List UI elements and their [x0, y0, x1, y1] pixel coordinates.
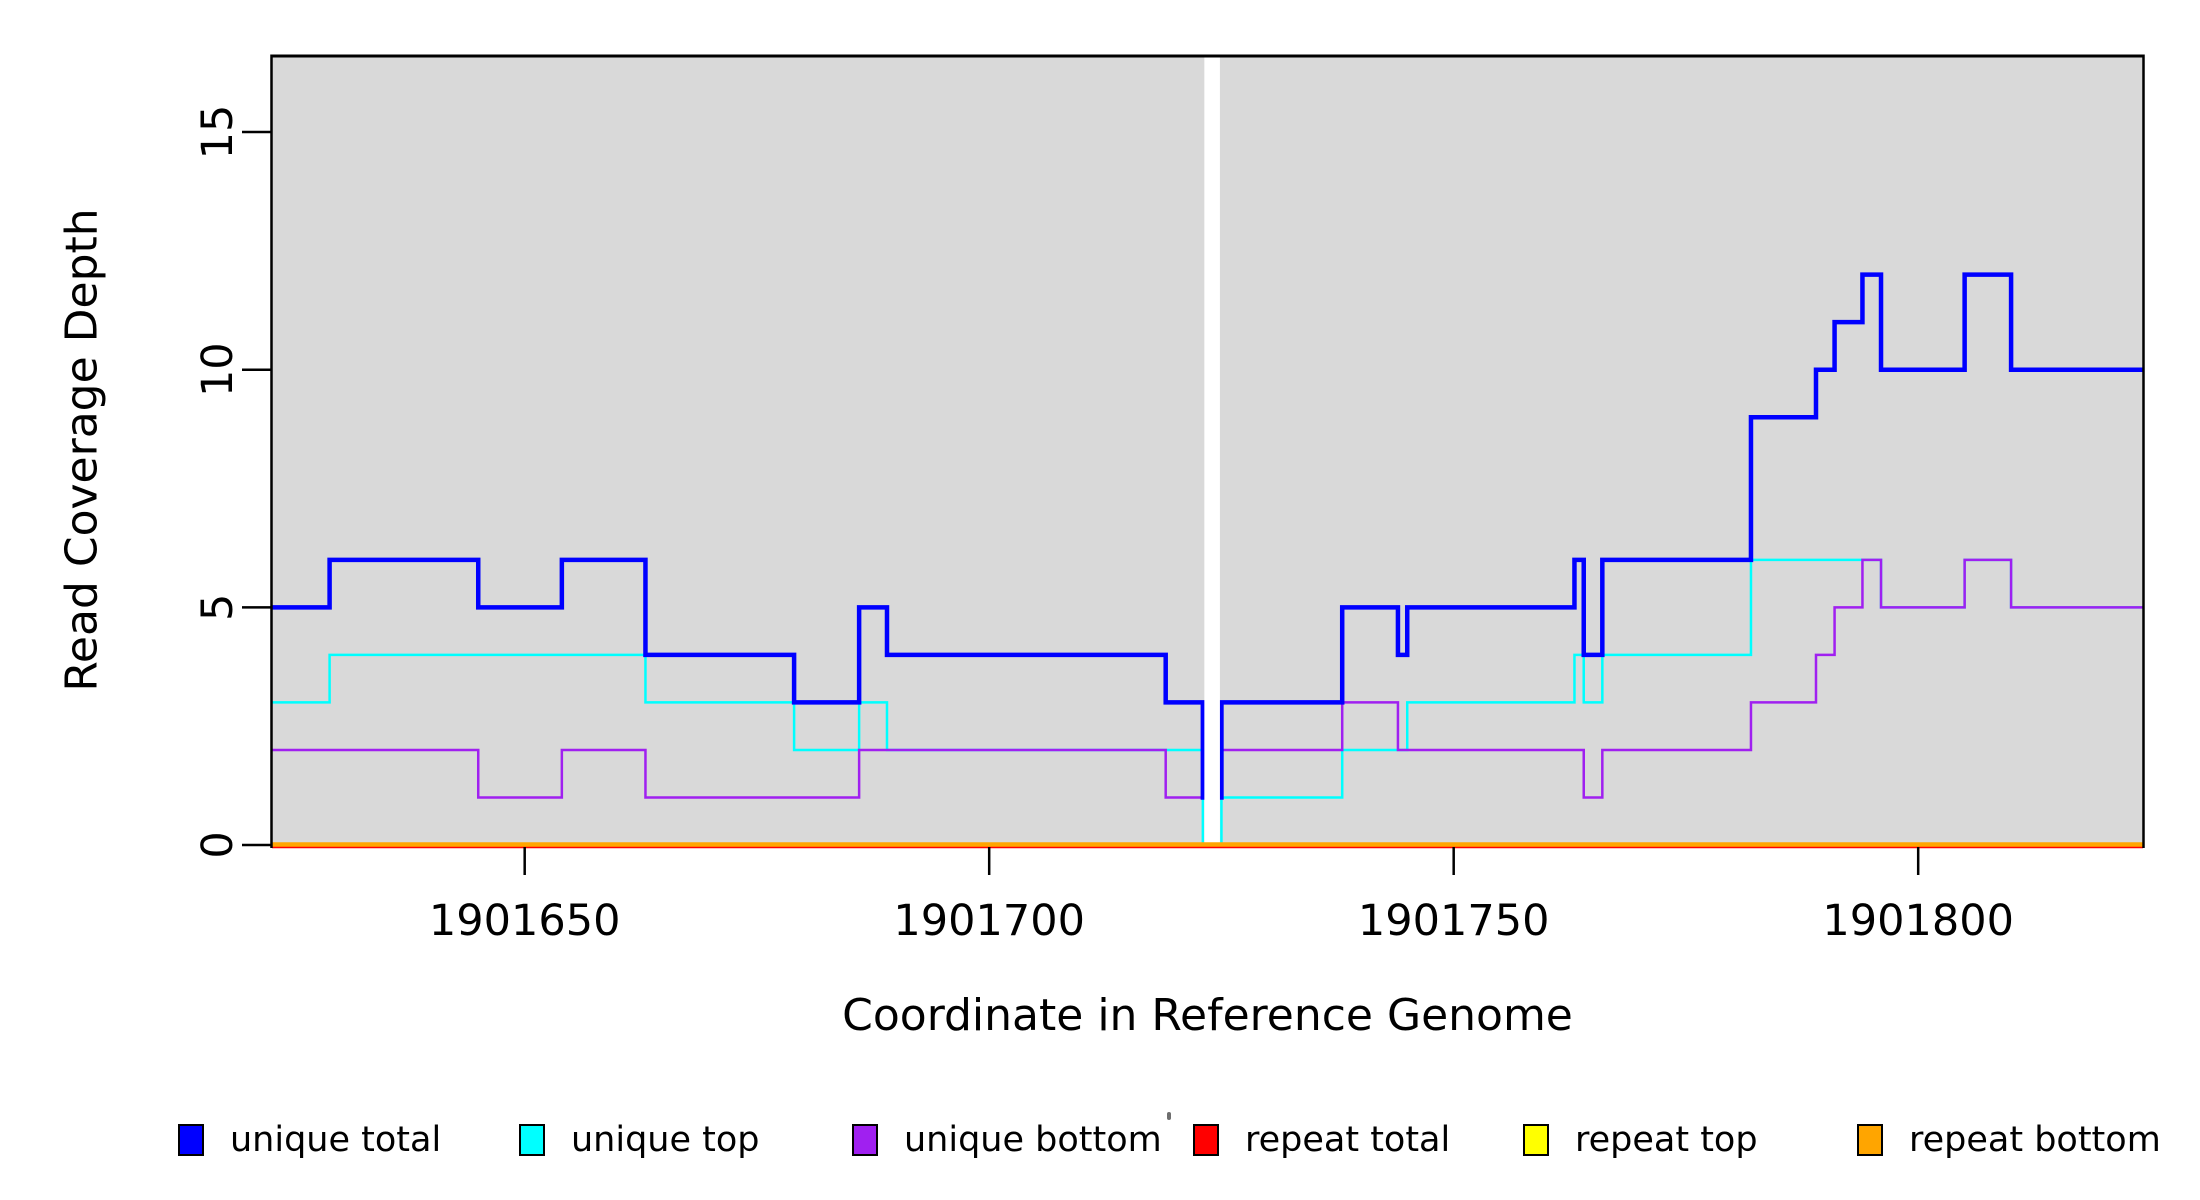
legend-label: unique top — [571, 1120, 760, 1160]
legend-swatch-unique-bottom — [852, 1124, 878, 1156]
legend-item-unique-top: unique top — [519, 1120, 760, 1160]
series-line-unique-bottom — [272, 558, 2143, 799]
legend-label: repeat bottom — [1909, 1120, 2161, 1160]
x-axis-title: Coordinate in Reference Genome — [842, 990, 1573, 1041]
legend-item-unique-bottom: unique bottom — [852, 1120, 1162, 1160]
legend-label: repeat top — [1575, 1120, 1758, 1160]
legend-swatch-repeat-bottom — [1857, 1124, 1883, 1156]
y-tick-label: 5 — [193, 594, 243, 621]
series-line-unique-total — [272, 272, 2143, 800]
legend-item-repeat-bottom: repeat bottom — [1857, 1120, 2161, 1160]
legend-item-repeat-total: repeat total — [1193, 1120, 1450, 1160]
x-tick-label: 1901800 — [1822, 896, 2014, 946]
y-tick-label: 0 — [193, 831, 243, 858]
x-tick-label: 1901700 — [893, 896, 1085, 946]
legend-swatch-repeat-top — [1523, 1124, 1549, 1156]
stray-mark — [1167, 1112, 1171, 1120]
x-tick-label: 1901650 — [429, 896, 621, 946]
legend-label: unique bottom — [904, 1120, 1162, 1160]
legend-label: unique total — [230, 1120, 442, 1160]
x-tick-label: 1901750 — [1358, 896, 1550, 946]
legend-swatch-unique-top — [519, 1124, 545, 1156]
legend-item-unique-total: unique total — [178, 1120, 441, 1160]
legend-label: repeat total — [1245, 1120, 1451, 1160]
y-axis-title: Read Coverage Depth — [56, 208, 108, 692]
legend-swatch-repeat-total — [1193, 1124, 1219, 1156]
legend-swatch-unique-total — [178, 1124, 204, 1156]
legend-item-repeat-top: repeat top — [1523, 1120, 1758, 1160]
no-data-gap — [1204, 57, 1220, 845]
y-tick-label: 10 — [193, 342, 243, 397]
y-tick-label: 15 — [193, 105, 243, 160]
